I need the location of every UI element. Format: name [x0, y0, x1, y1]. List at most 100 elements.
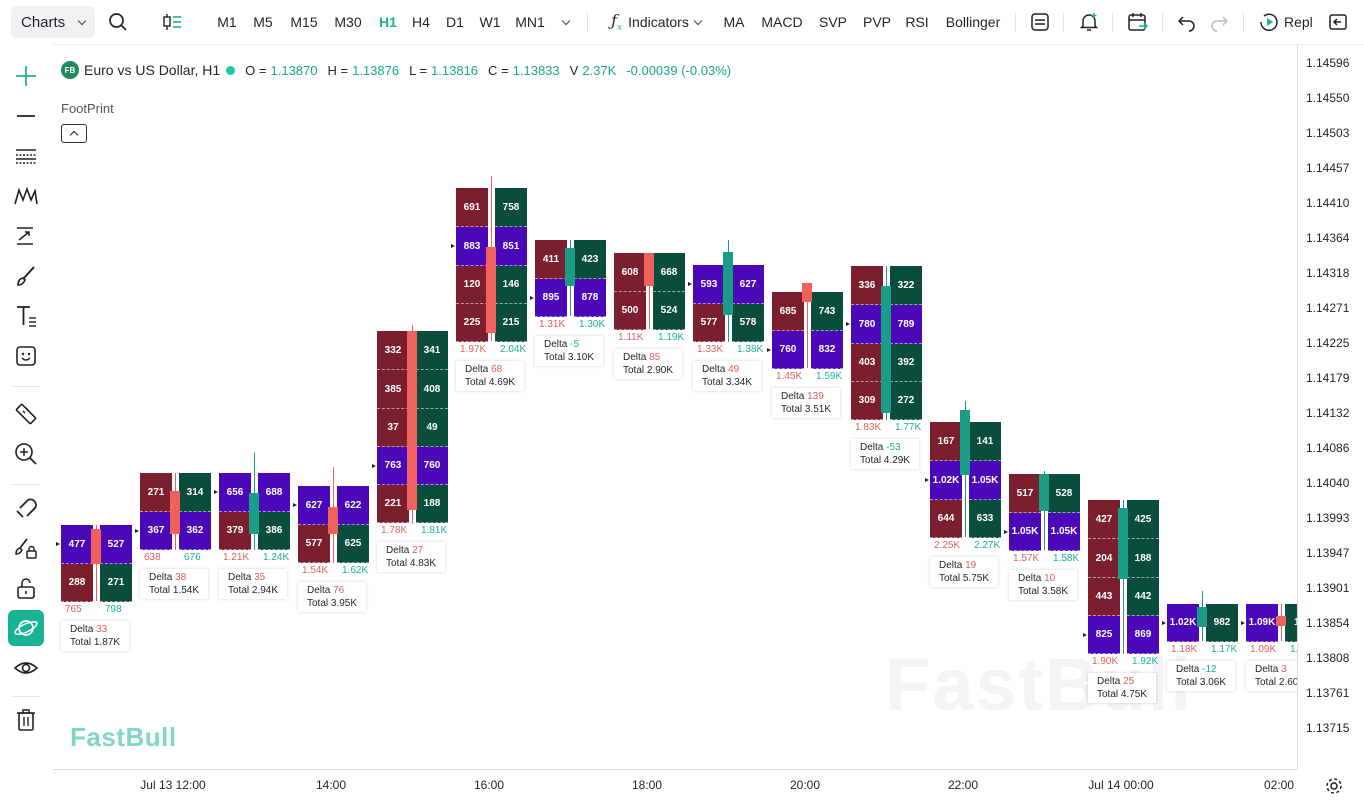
search-icon — [109, 13, 127, 31]
time-axis[interactable]: Jul 13 12:00 14:00 16:00 18:00 20:00 22:00 Jul… — [52, 769, 1297, 803]
delta-info-box: Delta -53 Total 4.29K — [851, 439, 919, 469]
indicators-button[interactable]: ƒx Indicators — [602, 6, 710, 38]
total-label: Total — [70, 637, 94, 648]
price-axis[interactable]: 1.14596 1.14550 1.14503 1.14457 1.14410 1.143… — [1297, 44, 1364, 770]
zoom-in-button[interactable] — [8, 436, 44, 472]
delta-label: Delta — [1176, 664, 1203, 675]
indicator-bollinger-button[interactable]: Bollinger — [945, 14, 1001, 30]
delta-label: Delta — [465, 364, 492, 375]
ask-volume-cell: 341 — [416, 331, 448, 370]
collapse-indicator-button[interactable] — [61, 124, 87, 143]
ask-volume-cell: 869 — [1127, 616, 1159, 654]
replay-button[interactable]: Repl — [1258, 6, 1318, 38]
undo-button[interactable] — [1175, 6, 1199, 38]
delta-value: -5 — [570, 339, 580, 350]
timeframe-m5[interactable]: M5 — [253, 14, 273, 30]
fullscreen-button[interactable] — [1326, 6, 1350, 38]
trash-icon — [17, 709, 35, 731]
timeframe-m30[interactable]: M30 — [334, 14, 362, 30]
price-change: -0.00039 (-0.03%) — [626, 62, 732, 78]
chart-type-button[interactable] — [158, 6, 186, 38]
delta-info-box: Delta -12 Total 3.06K — [1167, 661, 1235, 691]
delta-label: Delta — [1018, 573, 1045, 584]
object-tree-button[interactable] — [8, 610, 44, 646]
more-timeframes-button[interactable] — [553, 6, 573, 38]
indicator-pvp-button[interactable]: PVP — [862, 14, 891, 30]
total-label: Total — [386, 558, 410, 569]
lock-drawings-button[interactable] — [8, 530, 44, 566]
delta-info-box: Delta 76 Total 3.95K — [298, 582, 366, 612]
delta-value: 35 — [254, 572, 266, 583]
bid-volume-total: 1.18K — [1171, 644, 1198, 655]
candle-body — [170, 491, 180, 534]
timeframe-m1[interactable]: M1 — [217, 14, 237, 30]
delta-row: Delta 49 — [702, 363, 761, 376]
emoji-icon — [16, 346, 36, 366]
ask-volume-total: 1.0 — [1290, 644, 1297, 655]
indicator-name: FootPrint — [61, 101, 114, 116]
delta-row: Delta 3 — [1255, 663, 1297, 676]
open-label: O = — [245, 62, 267, 78]
planet-icon — [14, 620, 38, 636]
bid-volume-total: 1.45K — [776, 371, 803, 382]
ask-volume-cell: 622 — [337, 486, 369, 525]
total-value: 4.83K — [409, 558, 437, 569]
indicator-macd-button[interactable]: MACD — [761, 14, 803, 30]
candle-body — [1118, 508, 1128, 579]
ask-volume-cell: 633 — [969, 500, 1001, 538]
level-marker — [293, 503, 297, 507]
fibonacci-tool-button[interactable] — [8, 138, 44, 174]
timeframe-d1[interactable]: D1 — [446, 14, 464, 30]
emoji-tool-button[interactable] — [8, 338, 44, 374]
redo-button[interactable] — [1207, 6, 1231, 38]
timeframe-h1[interactable]: H1 — [379, 14, 397, 30]
timeframe-w1[interactable]: W1 — [479, 14, 501, 30]
brush-tool-button[interactable] — [8, 258, 44, 294]
delta-info-box: Delta 85 Total 2.90K — [614, 349, 682, 379]
crosshair-tool-button[interactable] — [8, 58, 44, 94]
bid-volume-cell: 332 — [377, 331, 409, 370]
bid-volume-cell: 1.02K — [1167, 604, 1199, 642]
calendar-button[interactable] — [1124, 6, 1152, 38]
total-row: Total 2.90K — [623, 364, 682, 377]
bid-volume-cell: 883 — [456, 227, 488, 266]
indicator-ma-button[interactable]: MA — [723, 14, 745, 30]
text-tool-button[interactable] — [8, 298, 44, 334]
ask-volume-cell: 141 — [969, 422, 1001, 461]
total-value: 4.29K — [883, 455, 911, 466]
delete-button[interactable] — [8, 702, 44, 738]
timeframe-h4[interactable]: H4 — [412, 14, 430, 30]
timeframe-m15[interactable]: M15 — [290, 14, 318, 30]
chart-canvas[interactable]: FastBull 477 527 288 271 765 798 Delta 33 Total… — [52, 44, 1297, 770]
delta-value: 19 — [965, 560, 977, 571]
magnet-tool-button[interactable] — [8, 490, 44, 526]
alert-button[interactable] — [1076, 6, 1102, 38]
price-tick: 1.14271 — [1306, 301, 1350, 315]
symbol-name[interactable]: Euro vs US Dollar, H1 — [84, 62, 221, 78]
indicator-svp-button[interactable]: SVP — [818, 14, 847, 30]
visibility-button[interactable] — [8, 650, 44, 686]
line-tool-button[interactable] — [8, 98, 44, 134]
settings-gear-icon[interactable] — [1324, 776, 1344, 796]
trend-tool-button[interactable] — [8, 218, 44, 254]
delta-row: Delta -5 — [544, 338, 603, 351]
ask-volume-total: 1.30K — [579, 319, 606, 330]
delta-row: Delta 68 — [465, 363, 524, 376]
delta-row: Delta 33 — [70, 623, 129, 636]
charts-menu-button[interactable]: Charts — [11, 6, 95, 38]
bid-volume-cell: 204 — [1088, 539, 1120, 578]
total-value: 5.75K — [962, 573, 990, 584]
pattern-tool-button[interactable] — [8, 178, 44, 214]
delta-label: Delta — [544, 339, 571, 350]
unlock-button[interactable] — [8, 570, 44, 606]
total-label: Total — [1018, 586, 1042, 597]
measure-tool-button[interactable] — [8, 396, 44, 432]
open-value: 1.13870 — [270, 62, 318, 78]
indicator-rsi-button[interactable]: RSI — [905, 14, 929, 30]
layout-button[interactable] — [1027, 6, 1053, 38]
ask-volume-cell: 188 — [1127, 539, 1159, 578]
bid-volume-cell: 825 — [1088, 616, 1120, 654]
bid-volume-cell: 691 — [456, 188, 488, 227]
search-button[interactable] — [104, 6, 132, 38]
timeframe-mn1[interactable]: MN1 — [515, 14, 545, 30]
